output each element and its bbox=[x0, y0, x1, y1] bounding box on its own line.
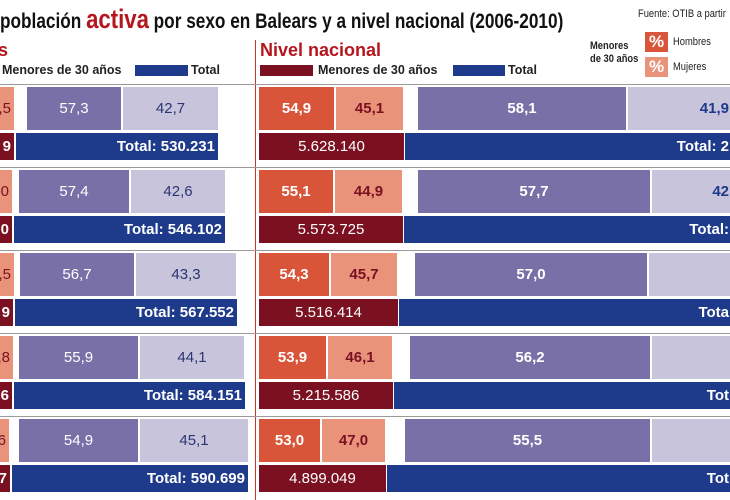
menores-mujeres-bar: 45,1 bbox=[336, 87, 403, 130]
row-separator bbox=[0, 250, 730, 251]
total-bar: Total: 590.699 bbox=[12, 465, 248, 492]
legend-total-swatch bbox=[453, 65, 505, 76]
total-bar: Total: bbox=[404, 216, 730, 243]
menores-total-bar: 5.215.586 bbox=[259, 382, 393, 409]
source-note: Fuente: OTIB a partir bbox=[638, 8, 726, 20]
menores-total-bar: 9 bbox=[0, 299, 13, 326]
total-bar: Tot bbox=[387, 465, 730, 492]
panel-title-baleares: s bbox=[0, 40, 9, 60]
hombres-bar: 54,9 bbox=[19, 419, 138, 462]
mujeres-bar bbox=[652, 336, 730, 379]
total-bar: Tot bbox=[394, 382, 730, 409]
hombres-bar: 56,2 bbox=[410, 336, 650, 379]
hombres-bar: 55,9 bbox=[19, 336, 138, 379]
mujeres-bar: 43,3 bbox=[136, 253, 236, 296]
mujeres-bar bbox=[652, 419, 730, 462]
row-separator bbox=[0, 333, 730, 334]
menores-total-bar: 7 bbox=[0, 465, 10, 492]
menores-total-bar: 5.573.725 bbox=[259, 216, 403, 243]
hombres-bar: 55,5 bbox=[405, 419, 650, 462]
menores-hombres-bar: 55,1 bbox=[259, 170, 333, 213]
legend-menores-swatch bbox=[260, 65, 313, 76]
menores-mujeres-bar: 44,9 bbox=[335, 170, 402, 213]
total-bar: Tota bbox=[399, 299, 730, 326]
legend-menores-label: Menores de 30 años bbox=[318, 63, 438, 77]
total-bar: Total: 567.552 bbox=[15, 299, 237, 326]
hombres-bar: 57,4 bbox=[19, 170, 129, 213]
hombres-bar: 57,7 bbox=[418, 170, 650, 213]
row-separator bbox=[0, 416, 730, 417]
menores-hombres-bar: 54,9 bbox=[259, 87, 334, 130]
row-separator bbox=[0, 167, 730, 168]
legend-hombres-label: Hombres bbox=[673, 36, 711, 48]
mujeres-bar: 42,7 bbox=[123, 87, 218, 130]
total-bar: Total: 2 bbox=[405, 133, 730, 160]
menores-hombres-bar: ,0 bbox=[0, 170, 12, 213]
menores-total-bar: 5.628.140 bbox=[259, 133, 404, 160]
hombres-bar: 57,3 bbox=[27, 87, 121, 130]
mujeres-bar: 45,1 bbox=[140, 419, 248, 462]
total-bar: Total: 530.231 bbox=[16, 133, 218, 160]
menores-total-bar: 4.899.049 bbox=[259, 465, 386, 492]
menores-hombres-bar: 53,9 bbox=[259, 336, 326, 379]
legend-hombres-swatch: % bbox=[645, 32, 668, 52]
menores-hombres-bar: ,5 bbox=[0, 87, 14, 130]
menores-total-bar: 6 bbox=[0, 382, 12, 409]
legend-total-label: Total bbox=[191, 63, 220, 77]
legend-total-swatch bbox=[135, 65, 188, 76]
mujeres-bar: 42 bbox=[652, 170, 730, 213]
mujeres-bar: 42,6 bbox=[131, 170, 225, 213]
row-separator bbox=[0, 84, 730, 85]
menores-mujeres-bar: 46,1 bbox=[328, 336, 392, 379]
menores-hombres-bar: 53,0 bbox=[259, 419, 320, 462]
total-bar: Total: 546.102 bbox=[14, 216, 225, 243]
panel-divider bbox=[255, 40, 256, 500]
menores-mujeres-bar: 47,0 bbox=[322, 419, 385, 462]
panel-title-nacional: Nivel nacional bbox=[260, 40, 382, 60]
legend-mujeres-label: Mujeres bbox=[673, 61, 707, 73]
hombres-bar: 56,7 bbox=[20, 253, 134, 296]
chart-title: población activa por sexo en Balears y a… bbox=[0, 4, 564, 34]
mujeres-bar: 41,9 bbox=[628, 87, 730, 130]
legend-box-label: Menores de 30 años bbox=[590, 40, 639, 65]
mujeres-bar bbox=[649, 253, 730, 296]
menores-mujeres-bar: 45,7 bbox=[331, 253, 397, 296]
hombres-bar: 57,0 bbox=[415, 253, 647, 296]
hombres-bar: 58,1 bbox=[418, 87, 626, 130]
menores-hombres-bar: ,5 bbox=[0, 253, 14, 296]
legend-mujeres-swatch: % bbox=[645, 57, 668, 77]
menores-hombres-bar: ,8 bbox=[0, 336, 13, 379]
menores-total-bar: 5.516.414 bbox=[259, 299, 398, 326]
menores-total-bar: 0 bbox=[0, 216, 12, 243]
mujeres-bar: 44,1 bbox=[140, 336, 244, 379]
menores-hombres-bar: 54,3 bbox=[259, 253, 329, 296]
legend-menores-label: Menores de 30 años bbox=[2, 63, 122, 77]
menores-hombres-bar: 6 bbox=[0, 419, 9, 462]
legend-total-label: Total bbox=[508, 63, 537, 77]
total-bar: Total: 584.151 bbox=[14, 382, 245, 409]
menores-total-bar: 9 bbox=[0, 133, 14, 160]
